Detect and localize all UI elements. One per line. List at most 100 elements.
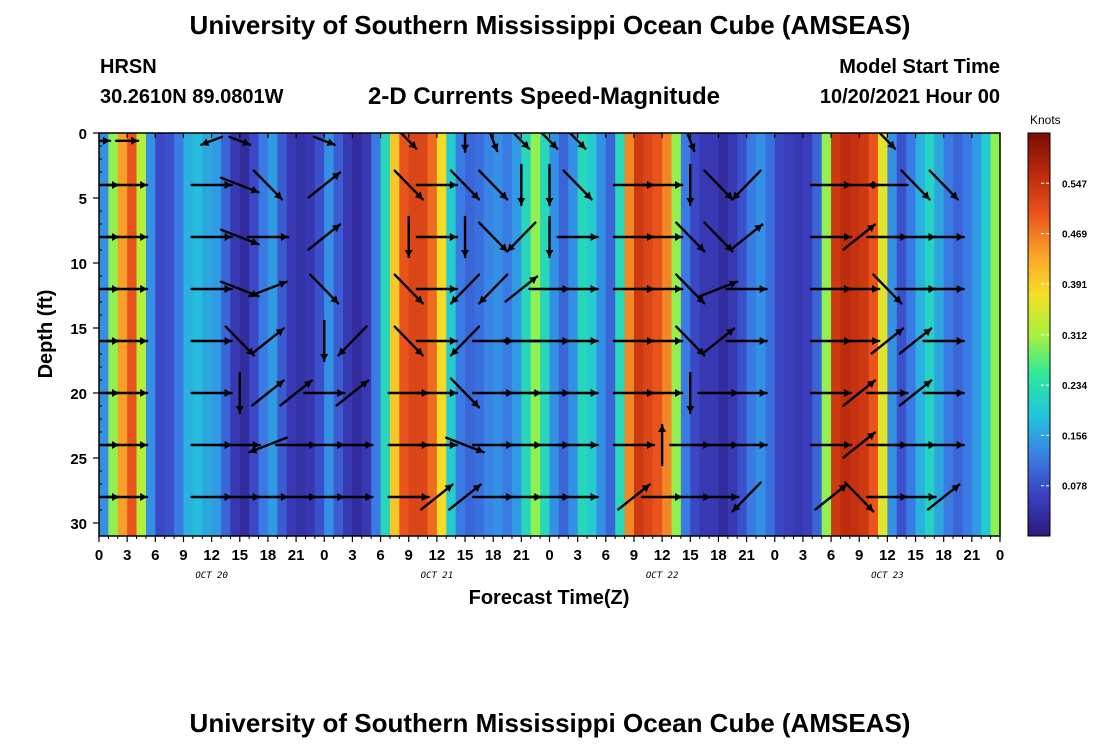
heatmap-column (202, 133, 213, 536)
y-tick-label: 0 (79, 126, 87, 143)
heatmap-column (389, 133, 400, 536)
current-arrow (562, 169, 593, 201)
current-arrow (809, 441, 853, 449)
current-arrow (842, 223, 877, 251)
current-arrow (556, 337, 599, 345)
current-arrow (114, 136, 140, 145)
heatmap-column (981, 133, 992, 536)
heatmap-column (680, 133, 691, 536)
heatmap-column (361, 133, 372, 536)
heatmap-column (605, 133, 616, 536)
current-arrow (105, 337, 149, 345)
current-arrow (246, 233, 290, 241)
colorbar-bar (1027, 132, 1051, 537)
current-arrow (725, 285, 768, 293)
colorbar-tick-label: 0.547 (1062, 179, 1087, 190)
x-tick-label: 9 (179, 547, 187, 564)
current-arrow (105, 389, 149, 397)
heatmap-column (831, 133, 842, 536)
current-arrow (506, 221, 537, 253)
heatmap-column (718, 133, 729, 536)
y-tick-label: 15 (70, 321, 87, 338)
current-arrow (219, 228, 260, 246)
x-tick-label: 18 (710, 547, 727, 564)
current-arrow (337, 325, 368, 357)
current-arrow (842, 379, 877, 407)
heatmap-column (521, 133, 532, 536)
x-tick-label: 21 (288, 547, 305, 564)
heatmap-column (99, 133, 109, 536)
current-arrow (415, 337, 459, 345)
heatmap-column (652, 133, 663, 536)
heatmap-column (483, 133, 494, 536)
current-arrow (898, 327, 933, 355)
x-tick-label: 0 (320, 547, 328, 564)
current-arrow (190, 233, 233, 241)
heatmap-column (408, 133, 419, 536)
current-arrow (393, 169, 424, 201)
current-arrow (617, 483, 651, 511)
heatmap-column (784, 133, 795, 536)
current-arrow (640, 285, 684, 293)
current-arrow (461, 215, 470, 259)
x-tick-label: 0 (545, 547, 553, 564)
station-id: HRSN (100, 56, 157, 78)
colorbar-tick-label: 0.469 (1062, 230, 1087, 241)
current-arrow (393, 273, 424, 305)
heatmap-column (399, 133, 410, 536)
current-arrow (894, 493, 937, 501)
current-arrow (725, 389, 768, 397)
current-arrow (449, 273, 481, 305)
heatmap-column (587, 133, 598, 536)
footer-title: University of Southern Mississippi Ocean… (189, 708, 911, 738)
heatmap-column (258, 133, 269, 536)
current-arrow (448, 483, 482, 511)
current-arrow (248, 436, 288, 454)
current-arrow (331, 493, 374, 501)
current-arrow (99, 136, 112, 145)
current-arrow (809, 389, 853, 397)
heatmap-column (277, 133, 288, 536)
x-tick-label: 18 (260, 547, 277, 564)
current-arrow (729, 223, 764, 251)
heatmap-column (615, 133, 626, 536)
current-arrow (105, 441, 149, 449)
heatmap-column (305, 133, 316, 536)
heatmap-column (286, 133, 297, 536)
current-arrow (200, 135, 224, 146)
current-arrow (922, 389, 965, 397)
current-arrow (307, 171, 342, 199)
x-axis: 0 3 6 9 12 15 18 21 0 3 6 9 12 15 18 21 0 3 6 9 12 15 18 21 0 3 6 9… (95, 133, 1004, 581)
heatmap-column (192, 133, 203, 536)
heatmap-column (333, 133, 344, 536)
current-arrow (898, 379, 933, 407)
current-arrow (279, 379, 313, 407)
current-arrow (248, 280, 288, 298)
colorbar: Knots 0.547 0.469 0.391 0.312 0.234 0.156 0.07… (1027, 113, 1087, 537)
current-arrow (399, 133, 418, 150)
x-tick-label: 15 (682, 547, 699, 564)
heatmap-column (436, 133, 447, 536)
y-tick-label: 10 (70, 256, 87, 273)
current-arrow (415, 285, 459, 293)
current-arrow (312, 135, 336, 146)
heatmap-column (662, 133, 673, 536)
heatmap-column (324, 133, 335, 536)
current-arrow (478, 169, 509, 201)
current-arrow (545, 163, 554, 207)
current-arrow (872, 273, 903, 305)
date-label: OCT 21 (421, 571, 454, 581)
current-arrow (252, 169, 284, 201)
heatmap-column (765, 133, 776, 536)
chart-title: University of Southern Mississippi Ocean… (189, 10, 911, 40)
heatmap-column (990, 133, 1000, 536)
current-arrow (420, 483, 454, 511)
current-arrow (393, 325, 424, 357)
heatmap-column (155, 133, 166, 536)
heatmap-column (737, 133, 748, 536)
heatmap-column (267, 133, 278, 536)
current-arrow (449, 169, 481, 201)
heatmap-column (549, 133, 560, 536)
heatmap-column (755, 133, 766, 536)
current-arrow (725, 441, 768, 449)
